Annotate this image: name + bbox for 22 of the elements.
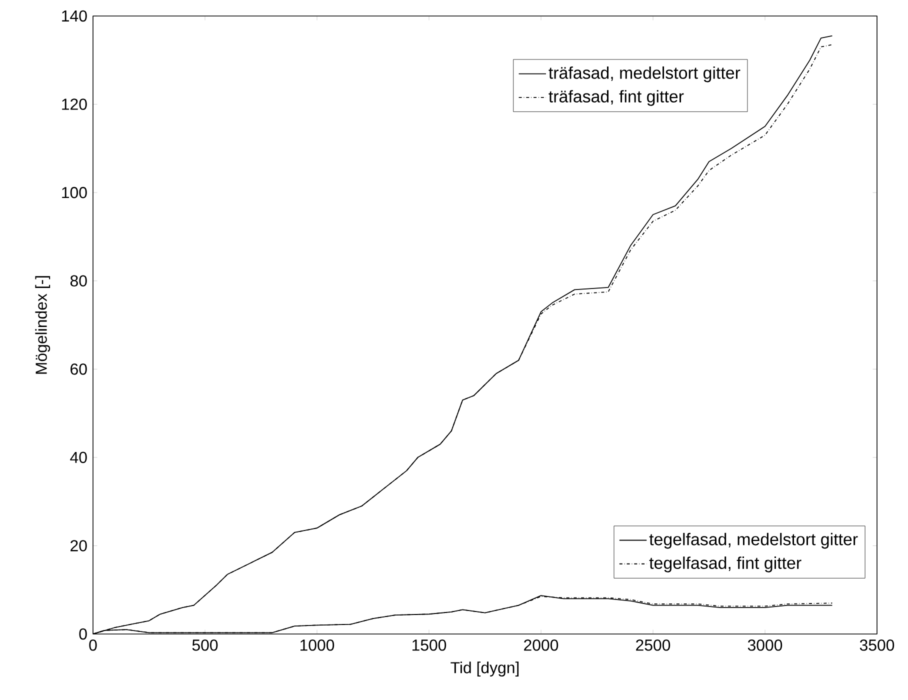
- x-tick-label: 1000: [300, 640, 334, 651]
- y-tick-label: 120: [62, 98, 87, 110]
- y-tick-label: 60: [70, 364, 87, 375]
- y-tick-label: 80: [70, 275, 87, 286]
- y-tick-label: 20: [70, 540, 87, 552]
- y-tick-label: 0: [79, 628, 87, 640]
- x-tick-label: 3500: [860, 640, 894, 651]
- y-axis-title: Mögelindex [-]: [35, 276, 50, 374]
- x-tick-label: 2500: [636, 640, 670, 651]
- legend-label: träfasad, fint gitter: [548, 90, 684, 106]
- x-tick-label: 2000: [524, 640, 558, 651]
- legend-label: träfasad, medelstort gitter: [548, 66, 740, 82]
- legend-label: tegelfasad, fint gitter: [649, 556, 802, 572]
- legend-label: tegelfasad, medelstort gitter: [649, 532, 858, 549]
- x-tick-label: 1500: [412, 640, 446, 651]
- x-tick-label: 500: [192, 640, 218, 651]
- y-tick-label: 40: [70, 452, 87, 464]
- y-tick-label: 100: [62, 186, 87, 198]
- y-tick-label: 140: [62, 10, 87, 22]
- x-tick-label: 0: [89, 640, 97, 651]
- x-tick-label: 3000: [748, 640, 782, 651]
- x-axis-title: Tid [dygn]: [450, 662, 519, 676]
